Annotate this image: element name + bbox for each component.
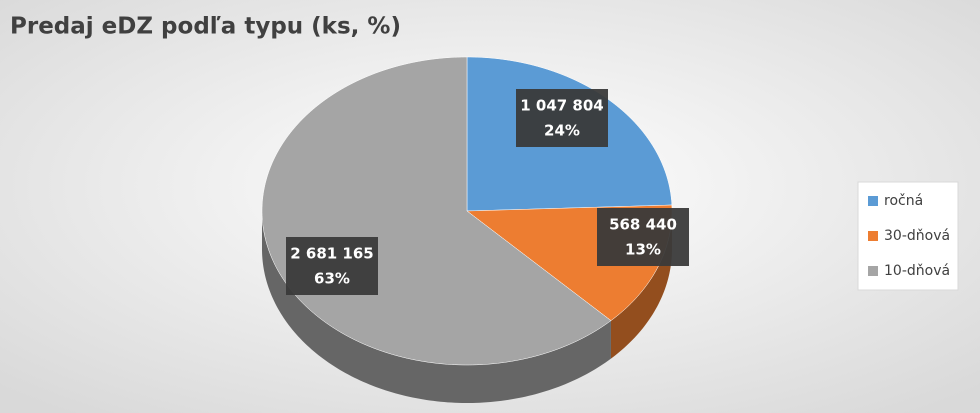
data-label-percent: 24% <box>544 122 580 140</box>
legend-label: ročná <box>884 193 923 209</box>
data-label: 1 047 804 <box>520 97 604 115</box>
slice-depth <box>610 211 672 359</box>
data-label-percent: 13% <box>625 241 661 259</box>
slice-depth <box>262 211 611 403</box>
legend-swatch <box>868 266 878 276</box>
data-label-box <box>516 89 608 147</box>
legend-swatch <box>868 196 878 206</box>
legend-swatch <box>868 231 878 241</box>
chart-title: Predaj eDZ podľa typu (ks, %) <box>10 14 401 40</box>
data-label-box <box>597 208 689 266</box>
data-label: 2 681 165 <box>290 245 374 263</box>
data-label-box <box>286 237 378 295</box>
data-label: 568 440 <box>609 216 677 234</box>
data-label-percent: 63% <box>314 270 350 288</box>
legend-label: 30-dňová <box>884 228 950 244</box>
legend-label: 10-dňová <box>884 263 950 279</box>
